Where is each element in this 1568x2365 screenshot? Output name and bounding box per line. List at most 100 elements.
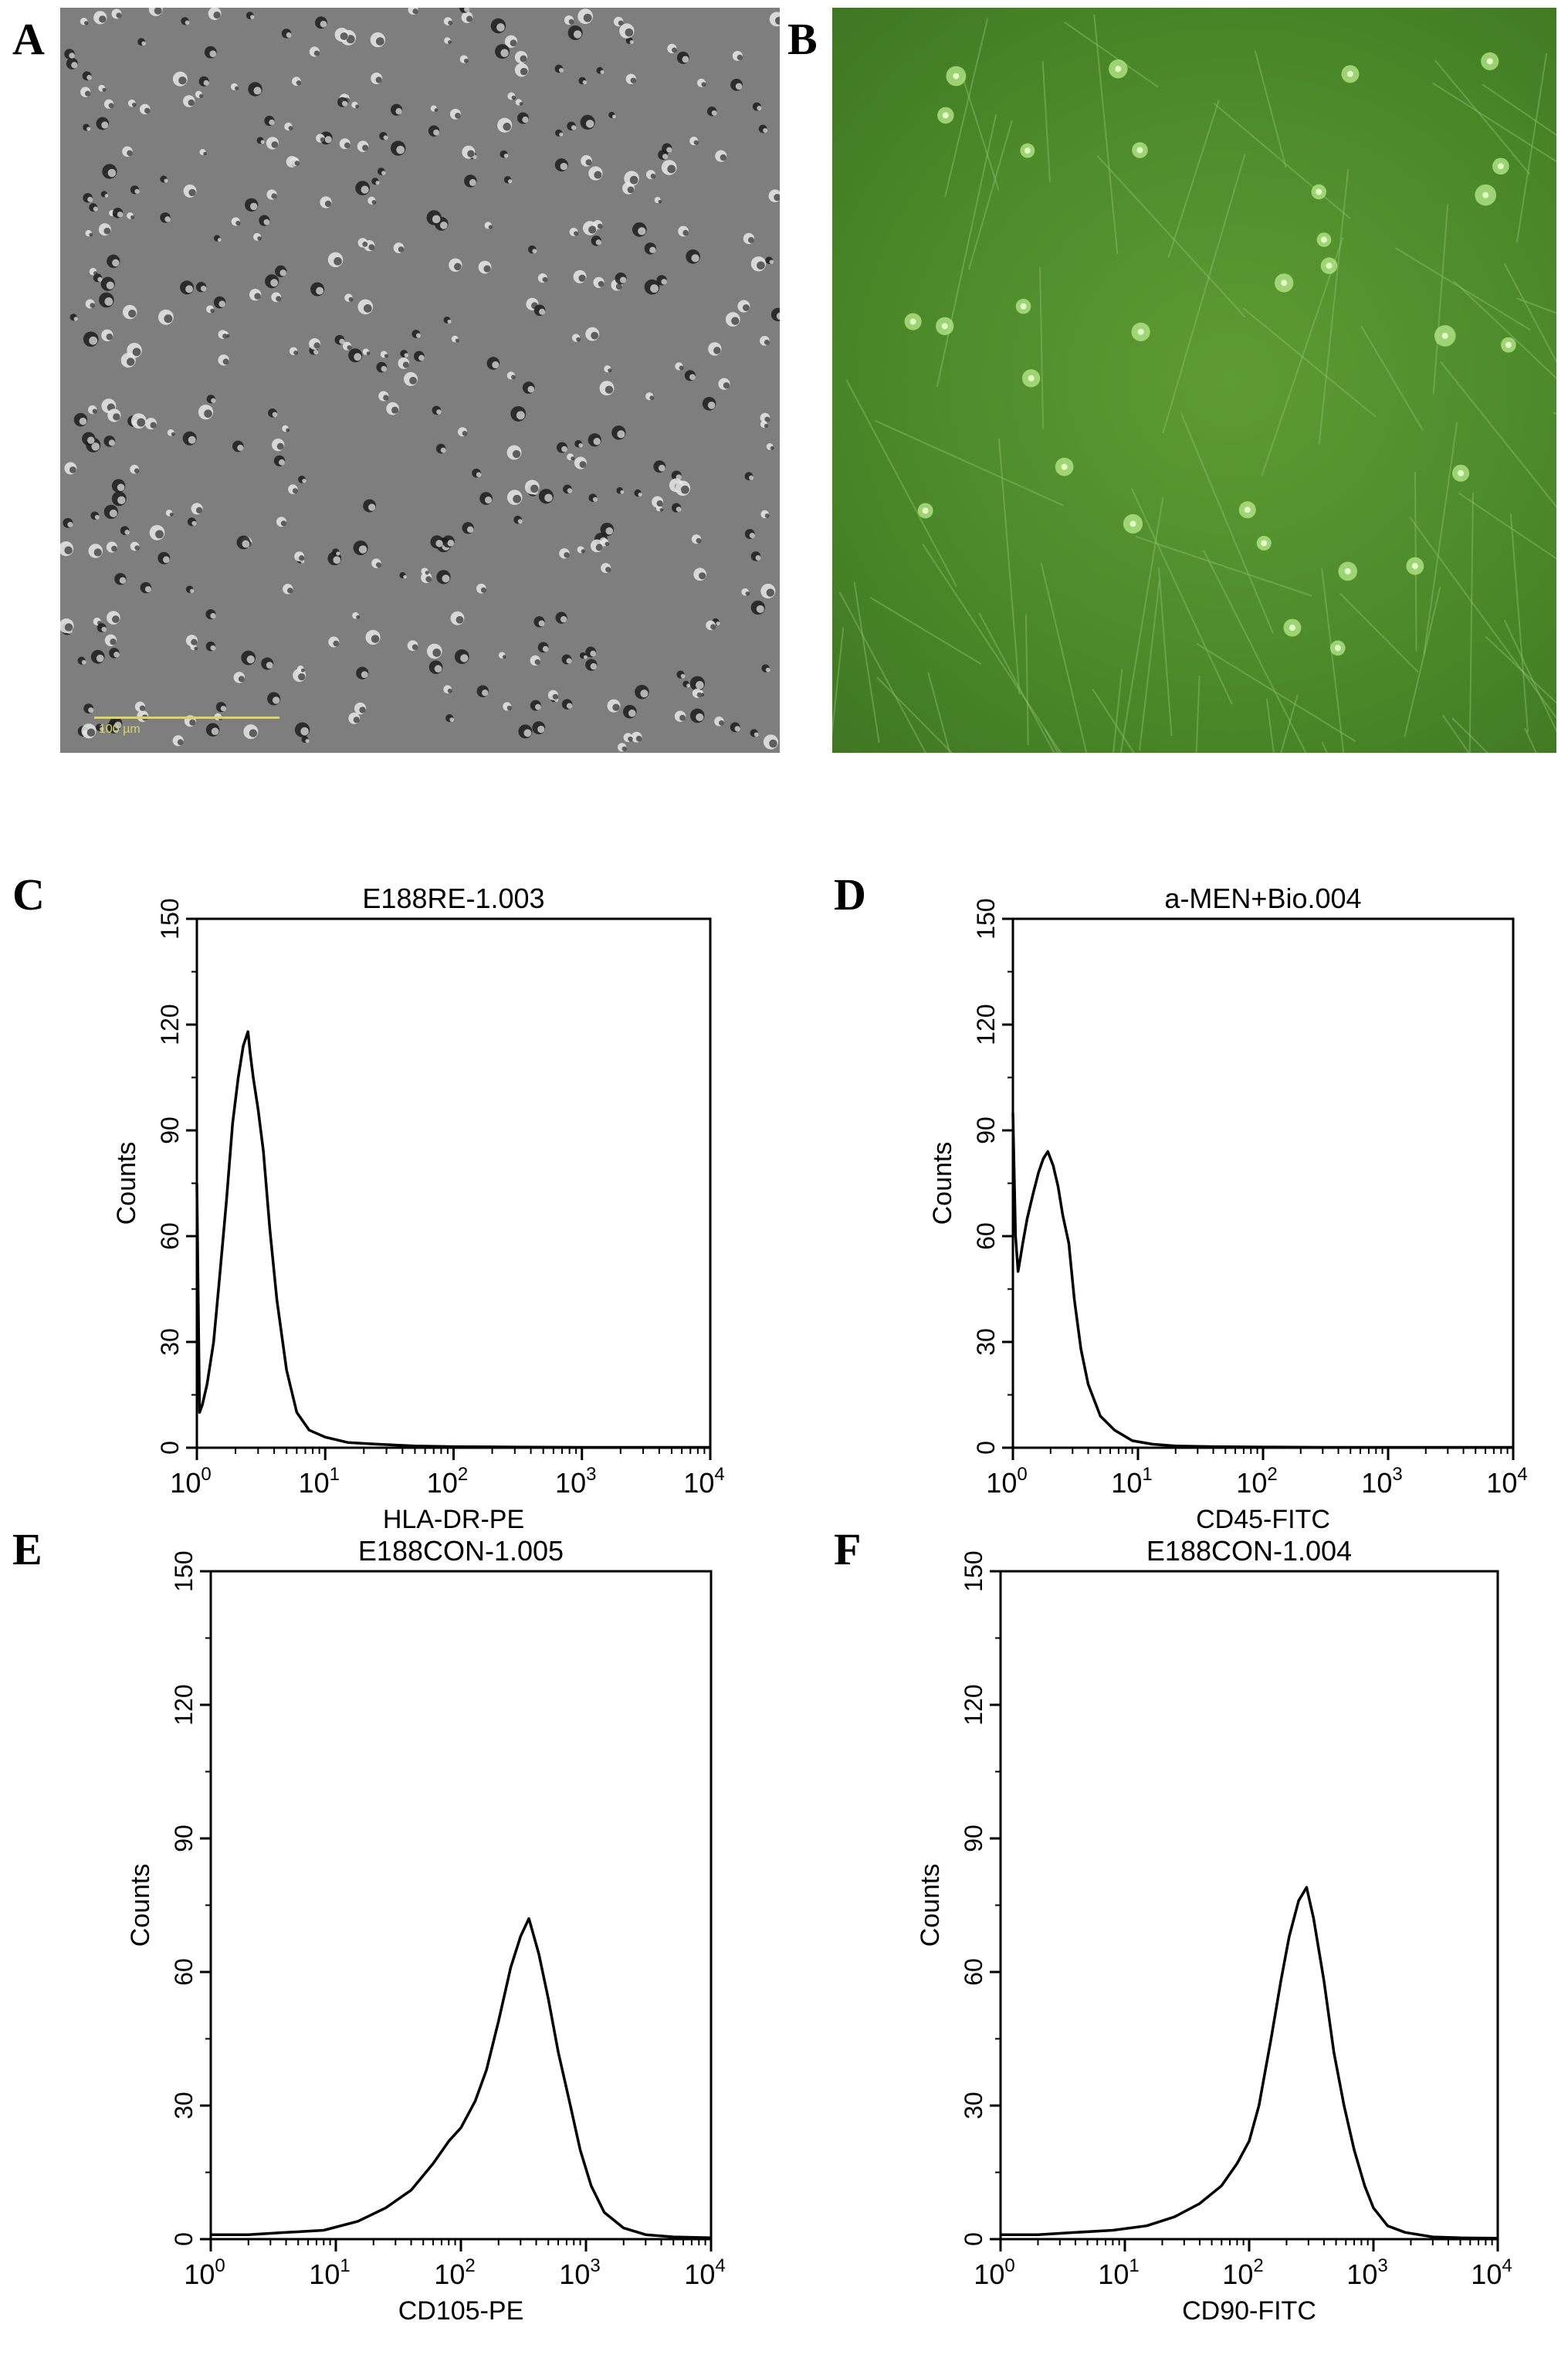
histogram-point bbox=[1512, 1447, 1514, 1448]
histogram-point bbox=[384, 2207, 386, 2209]
chart-title: a-MEN+Bio.004 bbox=[1164, 883, 1361, 914]
histogram-point bbox=[474, 2100, 476, 2102]
y-tick-label: 30 bbox=[960, 2092, 987, 2119]
y-tick-label: 120 bbox=[972, 1004, 1000, 1045]
micrograph-b-cells bbox=[832, 14, 1556, 753]
x-axis-label: HLA-DR-PE bbox=[383, 1505, 524, 1534]
x-tick-label: 101 bbox=[1111, 1464, 1152, 1499]
histogram-point bbox=[1026, 1218, 1028, 1219]
histogram-point bbox=[262, 1150, 264, 1152]
histogram-point bbox=[547, 1998, 549, 2000]
y-tick-label: 150 bbox=[156, 898, 184, 939]
x-tick-label: 102 bbox=[1236, 1464, 1277, 1499]
histogram-point bbox=[1262, 1446, 1264, 1448]
histogram-point bbox=[324, 1436, 326, 1438]
x-tick-label: 101 bbox=[1098, 2255, 1139, 2290]
histogram-point bbox=[1038, 1172, 1039, 1174]
y-tick-label: 90 bbox=[960, 1825, 987, 1852]
histogram-point bbox=[1074, 1299, 1075, 1300]
y-tick-label: 0 bbox=[960, 2232, 987, 2246]
x-tick-label: 102 bbox=[427, 1464, 468, 1499]
histogram-point bbox=[528, 1918, 530, 1919]
histogram-point bbox=[1248, 2140, 1250, 2142]
histogram-point bbox=[196, 1183, 198, 1184]
histogram-point bbox=[581, 1447, 583, 1448]
histogram-point bbox=[1114, 1429, 1116, 1431]
histogram-point bbox=[308, 1429, 310, 1431]
y-tick-label: 30 bbox=[170, 2092, 198, 2119]
x-tick-label: 100 bbox=[184, 2255, 225, 2290]
histogram-point bbox=[709, 1447, 711, 1448]
histogram-point bbox=[1432, 2236, 1434, 2238]
panel-label-b: B bbox=[787, 14, 818, 64]
histogram-point bbox=[486, 2069, 487, 2071]
y-tick-label: 0 bbox=[156, 1441, 184, 1455]
y-tick-label: 0 bbox=[170, 2232, 198, 2246]
x-axis-label: CD45-FITC bbox=[1196, 1505, 1330, 1534]
histogram-point bbox=[453, 1446, 454, 1448]
x-tick-label: 103 bbox=[1361, 1464, 1402, 1499]
x-tick-label: 101 bbox=[309, 2255, 350, 2290]
histogram-line bbox=[211, 1917, 712, 2240]
y-tick-label: 90 bbox=[972, 1116, 1000, 1144]
histogram-point bbox=[1404, 2231, 1406, 2233]
micrograph-a: 100 µm bbox=[60, 8, 780, 753]
x-tick-label: 104 bbox=[1471, 2255, 1512, 2290]
histogram-point bbox=[252, 1077, 254, 1078]
histogram-point bbox=[1280, 1980, 1282, 1982]
histogram-point bbox=[1387, 1447, 1389, 1448]
histogram-point bbox=[1270, 2038, 1272, 2039]
histogram-point bbox=[1173, 2216, 1175, 2218]
histogram-point bbox=[199, 1411, 201, 1413]
y-tick-label: 150 bbox=[170, 1550, 198, 1591]
y-tick-label: 150 bbox=[960, 1550, 987, 1591]
histogram-point bbox=[213, 1341, 215, 1343]
y-tick-label: 60 bbox=[972, 1222, 1000, 1250]
histogram-point bbox=[642, 1447, 644, 1448]
histogram-point bbox=[510, 1967, 511, 1968]
x-tick-label: 100 bbox=[974, 2255, 1014, 2290]
histogram-point bbox=[1068, 1242, 1069, 1244]
histogram-point bbox=[296, 1411, 297, 1413]
scale-bar-label: 100 µm bbox=[99, 723, 141, 736]
histogram-point bbox=[1052, 1165, 1054, 1167]
histogram-point bbox=[276, 1299, 278, 1300]
histogram-point bbox=[238, 1077, 239, 1078]
scale-bar bbox=[94, 717, 279, 719]
x-tick-label: 103 bbox=[559, 2255, 600, 2290]
y-axis-label: Counts bbox=[126, 1864, 155, 1947]
histogram-point bbox=[269, 1228, 270, 1230]
panel-label-e: E bbox=[12, 1524, 42, 1574]
x-tick-label: 101 bbox=[299, 1464, 340, 1499]
y-tick-label: 60 bbox=[156, 1222, 184, 1250]
chart-title: E188CON-1.004 bbox=[1146, 1535, 1352, 1567]
y-tick-label: 90 bbox=[156, 1116, 184, 1144]
chart-title: E188CON-1.005 bbox=[358, 1535, 564, 1567]
histogram-point bbox=[1146, 2225, 1147, 2227]
y-tick-label: 30 bbox=[156, 1328, 184, 1356]
micrograph-b bbox=[832, 8, 1556, 753]
histogram-point bbox=[242, 1045, 244, 1046]
panel-label-d: D bbox=[834, 869, 866, 920]
x-axis-label: CD90-FITC bbox=[1182, 2296, 1316, 2326]
x-tick-label: 102 bbox=[434, 2255, 475, 2290]
histogram-point bbox=[1014, 1235, 1016, 1237]
x-tick-label: 100 bbox=[986, 1464, 1027, 1499]
x-axis-label: CD105-PE bbox=[398, 2296, 524, 2326]
x-tick-label: 104 bbox=[683, 1464, 724, 1499]
panel-label-a: A bbox=[12, 14, 45, 64]
y-axis-label: Counts bbox=[112, 1142, 141, 1225]
y-axis-label: Counts bbox=[916, 1864, 945, 1947]
x-tick-label: 103 bbox=[1346, 2255, 1387, 2290]
plot-frame bbox=[195, 917, 712, 1449]
histogram-point bbox=[538, 1953, 540, 1955]
histogram-point bbox=[1042, 1158, 1044, 1160]
histogram-point bbox=[1132, 1440, 1133, 1442]
chart-title: E188RE-1.003 bbox=[362, 883, 544, 914]
y-tick-label: 90 bbox=[170, 1825, 198, 1852]
histogram-point bbox=[1322, 1447, 1323, 1448]
histogram-point bbox=[286, 1370, 287, 1371]
y-axis-label: Counts bbox=[928, 1142, 957, 1225]
histogram-point bbox=[375, 1443, 377, 1445]
y-tick-label: 150 bbox=[972, 898, 1000, 939]
